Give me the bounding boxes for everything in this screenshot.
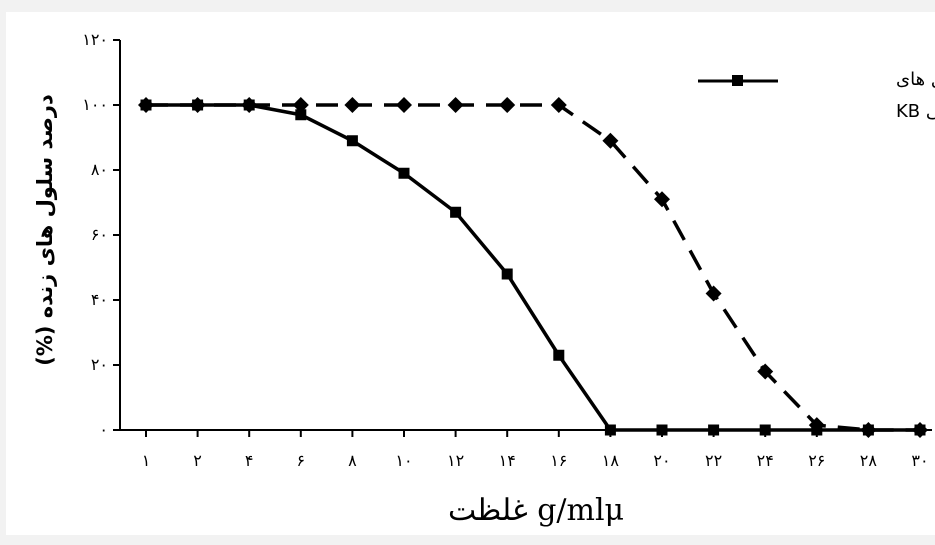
x-tick-label: ۳۰ — [911, 451, 928, 470]
x-tick-label: ۲۰ — [653, 451, 670, 470]
series-diamond — [138, 97, 928, 438]
y-tick-label: ۰ — [99, 420, 108, 439]
data-point-diamond — [550, 97, 567, 113]
data-point-diamond — [189, 97, 206, 113]
data-point-diamond — [396, 97, 412, 113]
series-kb-cells — [140, 99, 926, 436]
data-point-diamond — [241, 97, 258, 113]
legend-label-line2: سرطانی KB — [896, 101, 935, 122]
y-tick-label: ۸۰ — [91, 160, 108, 179]
data-point-diamond — [292, 97, 309, 113]
x-tick-label: ۱۸ — [602, 451, 620, 470]
data-point-square — [708, 424, 720, 436]
axes — [113, 39, 932, 437]
y-tick-label: ۲۰ — [91, 355, 108, 374]
data-point-diamond — [860, 422, 877, 438]
x-tick-label: ۱۰ — [395, 451, 412, 470]
x-tick-label: ۱۴ — [499, 451, 516, 470]
chart-frame: ۰ ۲۰ ۴۰ ۶۰ ۸۰ ۱۰۰ ۱۲۰ ۱ ۲ ۴ ۶ ۸ ۱۰ ۱۲ ۱۴ ۱۶ ۱۸ ۲۰ ۲۲ ۲۴ ۲۶ ۲۸… — [6, 12, 935, 535]
data-point-square — [759, 424, 771, 436]
series-line — [146, 103, 920, 432]
data-point-diamond — [912, 422, 928, 438]
data-point-diamond — [138, 97, 154, 113]
x-tick-label: ۸ — [348, 451, 357, 470]
data-point-diamond — [499, 97, 516, 113]
data-point-diamond — [602, 132, 619, 149]
x-tick-label: ۲۴ — [757, 451, 774, 470]
data-point-square — [295, 109, 307, 121]
x-tick-label: ۱۶ — [550, 451, 567, 470]
data-point-square — [656, 424, 668, 436]
x-tick-label: ۲ — [193, 451, 202, 470]
x-tick-label: ۴ — [245, 451, 254, 470]
x-tick-label: ۱ — [142, 451, 151, 470]
data-point-diamond — [757, 363, 774, 380]
y-tick-label: ۴۰ — [91, 290, 108, 309]
x-tick-label: ۲۲ — [705, 451, 722, 470]
data-point-diamond — [654, 191, 670, 208]
x-axis-label: g/mlμ غلظت — [448, 493, 624, 528]
data-point-square — [450, 206, 462, 218]
data-point-diamond — [705, 285, 722, 302]
y-tick-label: ۱۰۰ — [82, 95, 108, 114]
y-tick-label: ۶۰ — [91, 225, 108, 244]
data-point-square — [501, 268, 513, 280]
data-point-square — [346, 135, 358, 147]
data-point-square — [604, 424, 616, 436]
x-tick-label: ۱۲ — [447, 451, 464, 470]
y-tick-label: ۱۲۰ — [82, 30, 108, 49]
x-tick-label: ۲۸ — [860, 451, 878, 470]
data-point-diamond — [344, 97, 361, 113]
legend-label-line1: سلول های — [896, 69, 935, 90]
data-point-diamond — [808, 417, 825, 434]
x-tick-label: ۶ — [297, 451, 306, 470]
series-group — [138, 97, 928, 438]
data-point-diamond — [447, 97, 464, 113]
legend: سلول های سرطانی KB — [698, 69, 935, 122]
legend-square-marker — [732, 75, 743, 86]
x-tick-label: ۲۶ — [808, 451, 825, 470]
data-point-square — [398, 167, 410, 179]
y-axis-label: درصد سلول های زنده (%) — [33, 94, 57, 366]
data-point-square — [553, 349, 565, 361]
series-line — [146, 103, 920, 432]
